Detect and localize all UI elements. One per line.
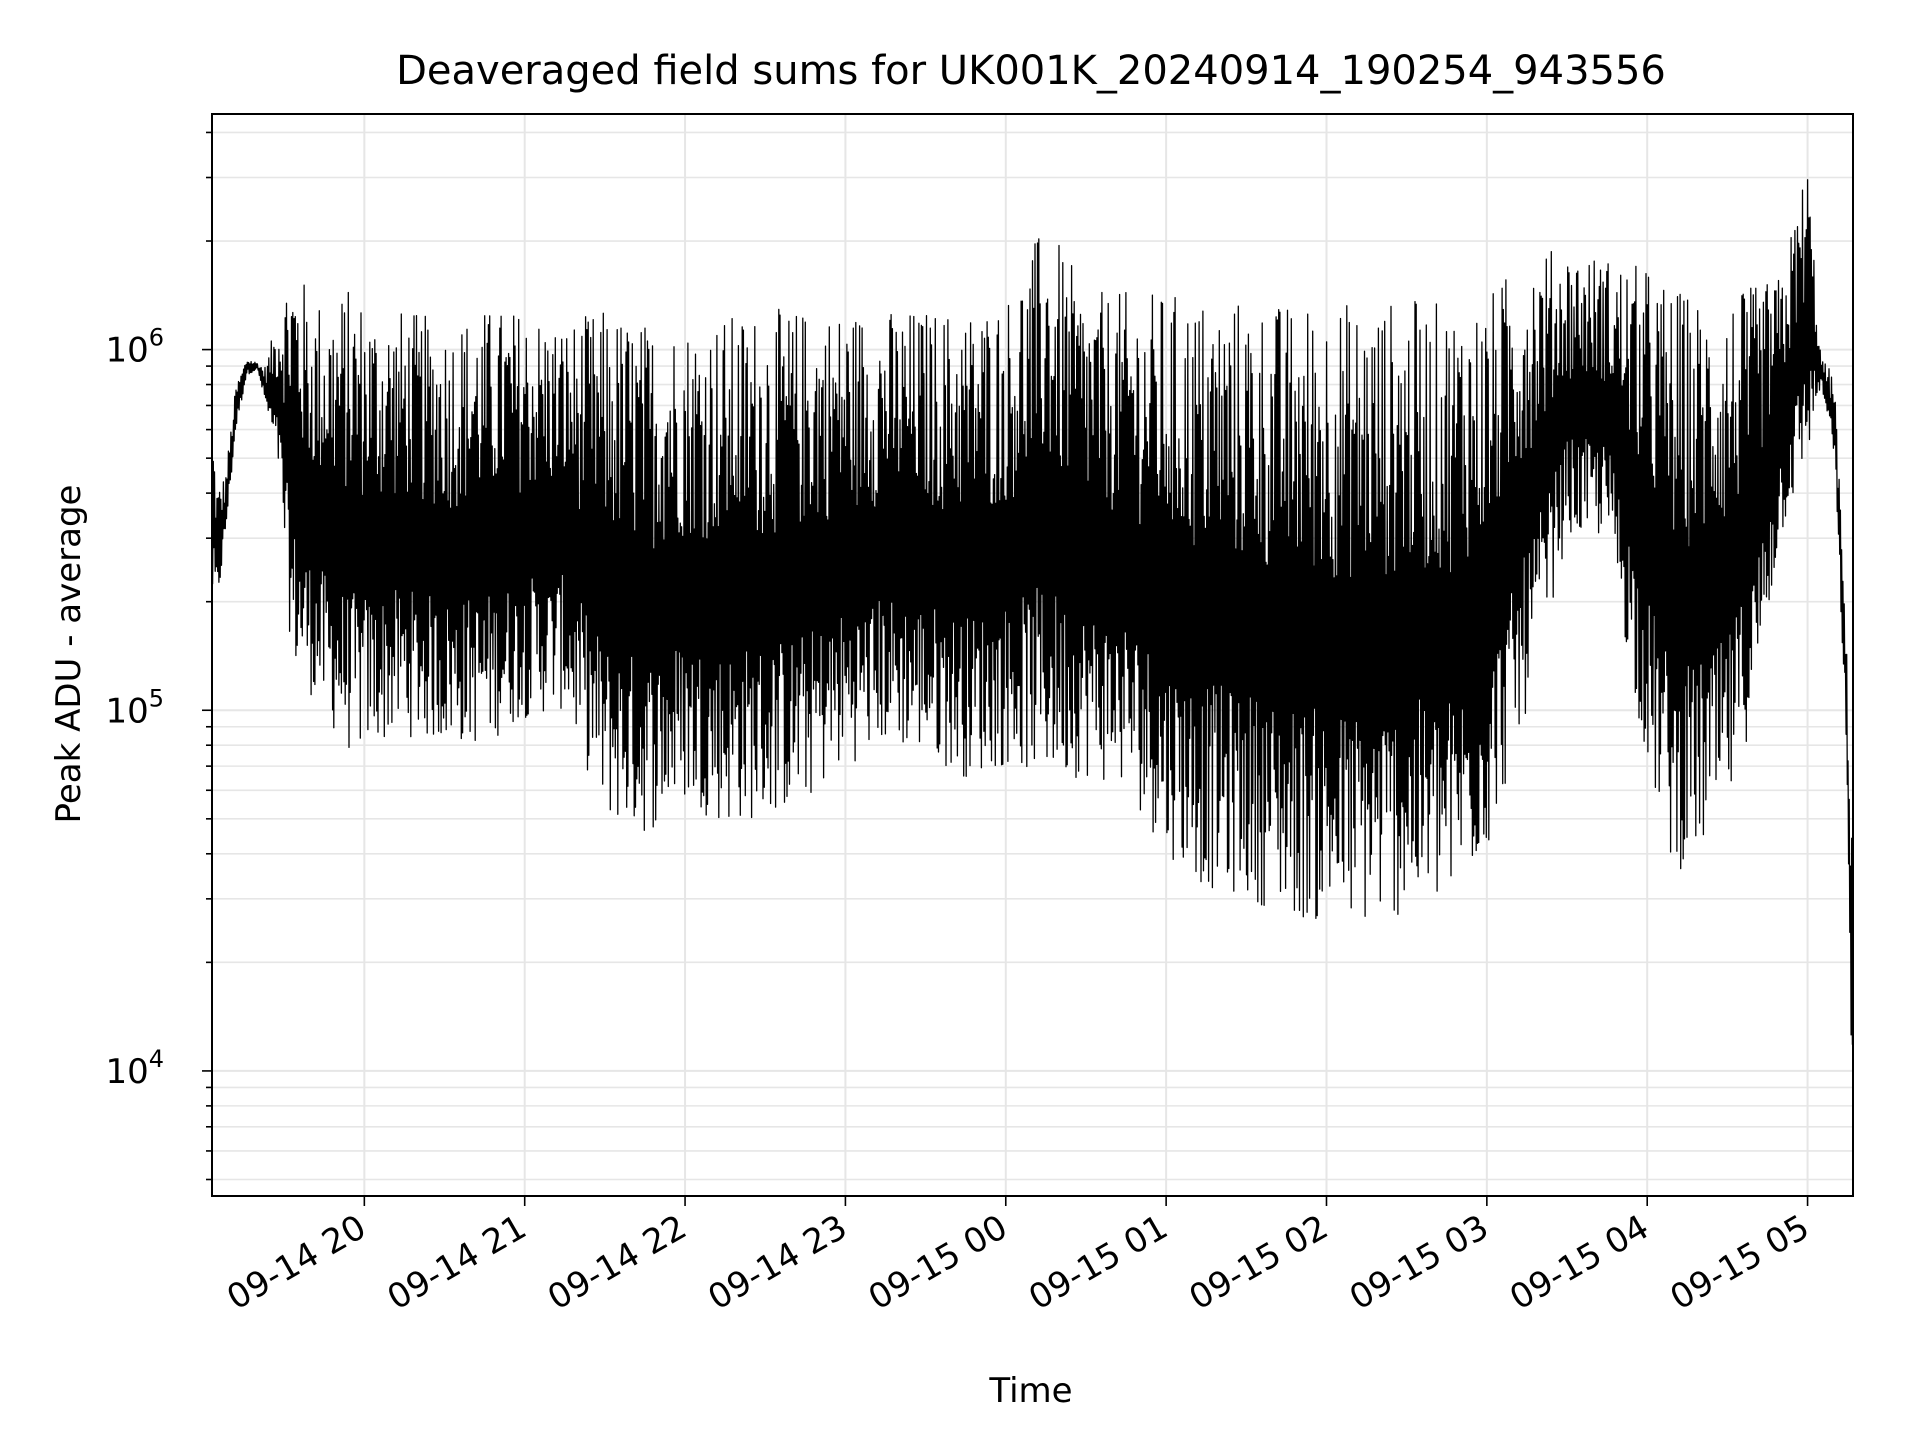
- y-axis-label: Peak ADU - average: [49, 485, 89, 824]
- y-tick-label: 106: [105, 324, 164, 371]
- series-line-0: [211, 179, 1854, 1046]
- chart-title: Deaveraged field sums for UK001K_2024091…: [396, 48, 1666, 94]
- data-series: [211, 179, 1854, 1046]
- x-axis-label: Time: [988, 1371, 1072, 1411]
- y-tick-label: 105: [105, 684, 164, 731]
- plot-frame: [211, 113, 1854, 1197]
- y-tick-label: 104: [105, 1045, 164, 1092]
